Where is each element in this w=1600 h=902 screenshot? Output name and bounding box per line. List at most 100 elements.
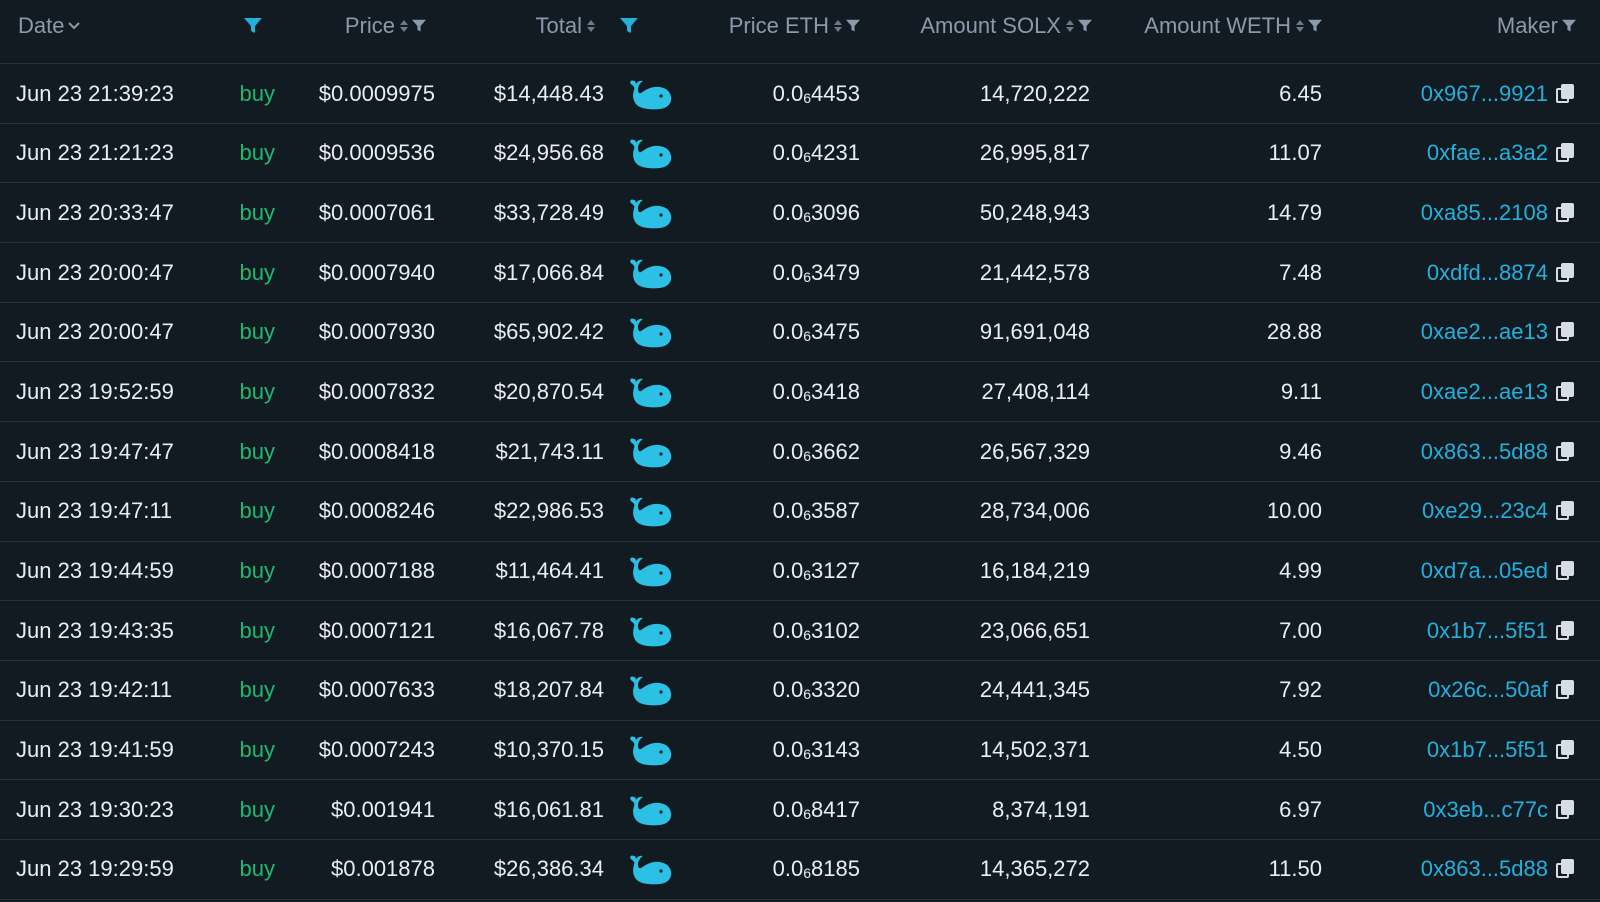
trade-price-eth: 0.0 6 3587	[772, 498, 860, 524]
maker-address-cell: 0xfae...a3a2	[1330, 124, 1574, 183]
copy-icon[interactable]	[1556, 322, 1574, 342]
maker-header-label: Maker	[1496, 13, 1558, 38]
trade-price: $0.0009536	[318, 140, 435, 166]
copy-icon[interactable]	[1556, 83, 1574, 104]
copy-icon[interactable]	[1556, 620, 1574, 641]
maker-address-link[interactable]: 0x967...9921	[1420, 80, 1548, 106]
trade-amount-solx: 27,408,114	[981, 378, 1090, 404]
trade-price-eth: 0.0 6 3475	[772, 319, 860, 345]
date-header-label: Date	[18, 13, 65, 38]
copy-icon[interactable]	[1556, 501, 1574, 521]
trade-amount-weth: 4.99	[1279, 558, 1322, 583]
copy-icon[interactable]	[1556, 262, 1574, 283]
copy-icon[interactable]	[1556, 561, 1574, 581]
table-row[interactable]: Jun 23 20:00:47 buy $0.0007930 $65,902.4…	[0, 303, 1600, 363]
trade-price: $0.0007061	[318, 199, 435, 225]
maker-address-link[interactable]: 0x1b7...5f51	[1426, 737, 1548, 763]
trade-price-eth: 0.0 6 3662	[772, 438, 860, 464]
type-filter[interactable]	[244, 0, 262, 52]
table-row[interactable]: Jun 23 20:00:47 buy $0.0007940 $17,066.8…	[0, 243, 1600, 303]
maker-address-link[interactable]: 0x1b7...5f51	[1426, 617, 1548, 643]
maker-address-cell: 0xae2...ae13	[1330, 303, 1574, 362]
maker-address-link[interactable]: 0x26c...50af	[1428, 677, 1548, 703]
amount-solx-header[interactable]: Amount SOLX	[880, 0, 1092, 52]
trade-type: buy	[239, 378, 275, 404]
maker-address-cell: 0x863...5d88	[1330, 840, 1574, 899]
table-header: Date Price Total Price ETH Amount SOLX	[0, 0, 1600, 64]
whale-icon	[626, 64, 674, 123]
maker-address-link[interactable]: 0xd7a...05ed	[1420, 558, 1548, 583]
copy-icon[interactable]	[1556, 441, 1574, 462]
table-row[interactable]: Jun 23 19:47:11 buy $0.0008246 $22,986.5…	[0, 482, 1600, 542]
trade-price: $0.0007243	[318, 737, 435, 763]
maker-address-link[interactable]: 0x863...5d88	[1420, 856, 1548, 882]
trade-amount-solx: 14,502,371	[979, 737, 1090, 763]
date-header[interactable]: Date	[18, 0, 81, 52]
whale-icon	[626, 243, 674, 302]
trade-total: $11,464.41	[495, 558, 604, 583]
maker-header[interactable]: Maker	[1400, 0, 1576, 52]
whale-filter[interactable]	[620, 0, 638, 52]
filter-icon	[412, 19, 426, 32]
trade-total: $33,728.49	[493, 199, 604, 225]
table-row[interactable]: Jun 23 19:43:35 buy $0.0007121 $16,067.7…	[0, 601, 1600, 661]
maker-address-link[interactable]: 0x3eb...c77c	[1423, 796, 1548, 822]
maker-address-link[interactable]: 0xdfd...8874	[1426, 259, 1548, 285]
table-row[interactable]: Jun 23 19:47:47 buy $0.0008418 $21,743.1…	[0, 422, 1600, 482]
table-row[interactable]: Jun 23 19:41:59 buy $0.0007243 $10,370.1…	[0, 721, 1600, 781]
trade-date: Jun 23 20:00:47	[16, 259, 174, 285]
trade-price-eth: 0.0 6 3479	[772, 259, 860, 285]
trade-type: buy	[239, 259, 275, 285]
maker-address-link[interactable]: 0xae2...ae13	[1420, 319, 1548, 345]
table-row[interactable]: Jun 23 20:33:47 buy $0.0007061 $33,728.4…	[0, 183, 1600, 244]
table-row[interactable]: Jun 23 19:30:23 buy $0.001941 $16,061.81…	[0, 780, 1600, 840]
copy-icon[interactable]	[1556, 381, 1574, 402]
trade-total: $18,207.84	[493, 677, 604, 703]
trade-amount-weth: 11.50	[1268, 856, 1322, 882]
copy-icon[interactable]	[1556, 202, 1574, 223]
trade-date: Jun 23 19:42:11	[16, 677, 173, 703]
trade-amount-weth: 11.07	[1268, 140, 1322, 166]
trade-amount-solx: 8,374,191	[992, 796, 1090, 822]
trade-amount-weth: 7.92	[1279, 677, 1322, 703]
copy-icon[interactable]	[1556, 740, 1574, 760]
filter-icon	[1308, 19, 1322, 32]
trade-type: buy	[239, 677, 275, 703]
trade-type: buy	[239, 796, 275, 822]
price-eth-header-label: Price ETH	[728, 13, 829, 38]
table-row[interactable]: Jun 23 21:39:23 buy $0.0009975 $14,448.4…	[0, 64, 1600, 124]
maker-address-cell: 0x863...5d88	[1330, 422, 1574, 481]
copy-icon[interactable]	[1556, 859, 1574, 879]
trade-total: $24,956.68	[493, 140, 604, 166]
maker-address-cell: 0x967...9921	[1330, 64, 1574, 123]
amount-solx-header-label: Amount SOLX	[920, 13, 1061, 38]
maker-address-link[interactable]: 0xa85...2108	[1420, 199, 1548, 225]
total-header[interactable]: Total	[440, 0, 595, 52]
table-row[interactable]: Jun 23 21:21:23 buy $0.0009536 $24,956.6…	[0, 124, 1600, 184]
trade-amount-weth: 14.79	[1266, 199, 1322, 225]
copy-icon[interactable]	[1556, 799, 1574, 820]
trade-total: $20,870.54	[493, 378, 604, 404]
maker-address-link[interactable]: 0xe29...23c4	[1422, 498, 1548, 524]
maker-address-link[interactable]: 0xae2...ae13	[1420, 378, 1548, 404]
price-eth-header[interactable]: Price ETH	[690, 0, 860, 52]
price-header[interactable]: Price	[280, 0, 426, 52]
table-row[interactable]: Jun 23 19:52:59 buy $0.0007832 $20,870.5…	[0, 362, 1600, 423]
maker-address-cell: 0xae2...ae13	[1330, 362, 1574, 421]
amount-weth-header[interactable]: Amount WETH	[1100, 0, 1322, 52]
trade-type: buy	[239, 199, 275, 225]
maker-address-link[interactable]: 0x863...5d88	[1420, 438, 1548, 464]
table-row[interactable]: Jun 23 19:42:11 buy $0.0007633 $18,207.8…	[0, 661, 1600, 721]
table-row[interactable]: Jun 23 19:44:59 buy $0.0007188 $11,464.4…	[0, 542, 1600, 602]
trade-price: $0.0007832	[318, 378, 435, 404]
trade-total: $22,986.53	[493, 498, 604, 524]
maker-address-cell: 0xe29...23c4	[1330, 482, 1574, 541]
price-header-label: Price	[344, 13, 395, 38]
table-row[interactable]: Jun 23 19:29:59 buy $0.001878 $26,386.34…	[0, 840, 1600, 900]
sort-icon	[587, 20, 595, 32]
copy-icon[interactable]	[1556, 143, 1574, 163]
maker-address-link[interactable]: 0xfae...a3a2	[1426, 140, 1548, 166]
trade-amount-weth: 10.00	[1266, 498, 1322, 524]
trade-date: Jun 23 21:39:23	[16, 80, 174, 106]
copy-icon[interactable]	[1556, 680, 1574, 700]
